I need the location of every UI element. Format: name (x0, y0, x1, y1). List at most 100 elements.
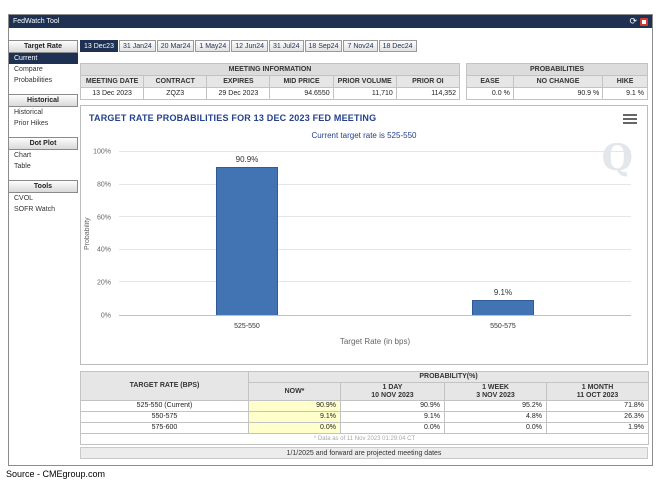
gridline-20 (119, 281, 631, 283)
value-cell: 9.1% (248, 411, 341, 423)
bar-value-label-550-575: 9.1% (493, 288, 513, 298)
value-cell: 95.2% (444, 400, 547, 412)
prob-cell-no-change: 90.9 % (512, 87, 604, 100)
x-axis-title: Target Rate (in bps) (339, 337, 411, 346)
tab-13-dec23[interactable]: 13 Dec23 (80, 40, 118, 52)
content-row: Target Rate Current Compare Probabilities Hi… (9, 28, 652, 465)
history-row-550-575: 550-575 9.1% 9.1% 4.8% 26.3% (80, 411, 650, 423)
sidebar: Target Rate Current Compare Probabilities Hi… (9, 28, 78, 465)
titlebar-icons: ⟳ (629, 17, 648, 26)
meeting-col-prior-oi: PRIOR OI (395, 75, 461, 88)
source-caption: Source - CMEgroup.com (6, 469, 106, 479)
x-tick-525-550: 525-550 (234, 323, 260, 330)
meeting-information-data-row: 13 Dec 2023 ZQZ3 29 Dec 2023 94.6550 11,710 1… (79, 87, 461, 100)
y-tick-label-0: 0% (100, 312, 111, 320)
meeting-information-table: MEETING INFORMATION MEETING DATE CONTRACT… (79, 63, 461, 100)
history-column-header-row: NOW* 1 DAY 10 NOV 2023 1 WEEK 3 NOV 2023 1 … (81, 382, 650, 401)
tab-12-jun24[interactable]: 12 Jun24 (231, 40, 269, 52)
x-tick-550-575: 550-575 (490, 323, 516, 330)
bar-550-575[interactable] (472, 300, 534, 315)
meeting-cell-expires: 29 Dec 2023 (206, 87, 271, 100)
meeting-information-title: MEETING INFORMATION (80, 63, 460, 76)
value-cell: 71.8% (545, 400, 650, 412)
bar-band-525-550: 90.9% (119, 152, 375, 315)
y-tick-label-40: 40% (96, 246, 111, 254)
meeting-col-mid-price: MID PRICE (269, 75, 334, 88)
probabilities-header-row: EASE NO CHANGE HIKE (466, 75, 648, 88)
tab-1-may24[interactable]: 1 May24 (195, 40, 231, 52)
value-cell: 1.9% (545, 422, 650, 434)
chart-subtitle: Current target rate is 525-550 (311, 131, 417, 140)
probabilities-summary-table: PROBABILITIES EASE NO CHANGE HIKE 0.0 % 90.… (466, 63, 648, 100)
chart-panel: TARGET RATE PROBABILITIES FOR 13 DEC 202… (80, 105, 648, 365)
x-axis-ticks: 525-550 550-575 (119, 323, 631, 330)
bar-band-550-575: 9.1% (375, 152, 631, 315)
prob-col-ease: EASE (466, 75, 514, 88)
close-icon[interactable] (640, 17, 648, 26)
footnote-row: * Data as of 11 Nov 2023 01:29:04 CT (79, 433, 650, 445)
history-group-header-row: TARGET RATE (BPS) PROBABILITY(%) (80, 371, 650, 401)
sidebar-item-sofr-watch[interactable]: SOFR Watch (14, 206, 55, 213)
meeting-col-contract: CONTRACT (143, 75, 208, 88)
sidebar-section-dot-plot[interactable]: Dot Plot (9, 137, 78, 150)
sidebar-item-table[interactable]: Table (14, 163, 31, 170)
projected-dates-note: 1/1/2025 and forward are projected meeti… (80, 447, 648, 459)
tab-31-jan24[interactable]: 31 Jan24 (118, 40, 156, 52)
history-col-1-month: 1 MONTH 11 OCT 2023 (545, 382, 650, 401)
tab-20-mar24[interactable]: 20 Mar24 (156, 40, 195, 52)
meeting-cell-meeting-date: 13 Dec 2023 (79, 87, 145, 100)
tab-7-nov24[interactable]: 7 Nov24 (343, 40, 378, 52)
target-rate-bps-header: TARGET RATE (BPS) (80, 371, 249, 401)
chart-title: TARGET RATE PROBABILITIES FOR 13 DEC 202… (89, 113, 377, 123)
main-area: 13 Dec23 31 Jan24 20 Mar24 1 May24 12 Jun24 3… (78, 28, 652, 465)
sidebar-item-historical[interactable]: Historical (14, 109, 43, 116)
meeting-col-expires: EXPIRES (206, 75, 271, 88)
y-tick-label-100: 100% (93, 148, 111, 156)
chart-menu-icon[interactable] (623, 114, 637, 126)
sidebar-item-current[interactable]: Current (9, 53, 78, 64)
window-title: FedWatch Tool (13, 18, 60, 25)
data-asof-footnote: * Data as of 11 Nov 2023 01:29:04 CT (79, 433, 650, 445)
titlebar: FedWatch Tool ⟳ (9, 15, 652, 28)
value-cell: 9.1% (340, 411, 445, 423)
meeting-cell-prior-volume: 11,710 (332, 87, 397, 100)
value-cell: 0.0% (444, 422, 547, 434)
value-cell: 4.8% (444, 411, 547, 423)
tab-31-jul24[interactable]: 31 Jul24 (269, 40, 304, 52)
prob-cell-hike: 9.1 % (602, 87, 648, 100)
gridline-60 (119, 216, 631, 218)
history-row-525-550-current: 525-550 (Current) 90.9% 90.9% 95.2% 71.8% (80, 400, 650, 412)
probability-history-table: TARGET RATE (BPS) PROBABILITY(%) NOW* 1 D… (79, 371, 650, 445)
prob-col-hike: HIKE (602, 75, 648, 88)
sidebar-item-prior-hikes[interactable]: Prior Hikes (14, 120, 49, 127)
gridline-100 (119, 151, 631, 152)
sidebar-section-tools[interactable]: Tools (9, 180, 78, 193)
y-tick-label-20: 20% (96, 279, 111, 287)
probability-group-header: PROBABILITY(%) (247, 371, 650, 383)
tab-18-sep24[interactable]: 18 Sep24 (304, 40, 343, 52)
sidebar-section-target-rate[interactable]: Target Rate (9, 40, 78, 53)
prob-cell-ease: 0.0 % (466, 87, 514, 100)
tab-18-dec24[interactable]: 18 Dec24 (378, 40, 417, 52)
meeting-col-meeting-date: MEETING DATE (79, 75, 145, 88)
bar-value-label-525-550: 90.9% (235, 154, 259, 164)
gridlines-layer (119, 151, 631, 315)
rate-cell-550-575: 550-575 (80, 411, 249, 423)
plot-area: 90.9% 9.1% (119, 151, 631, 316)
bar-525-550[interactable] (216, 166, 278, 315)
sidebar-item-cvol[interactable]: CVOL (14, 195, 34, 202)
meeting-cell-contract: ZQZ3 (143, 87, 208, 100)
meeting-information-title-row: MEETING INFORMATION (80, 63, 460, 76)
history-col-1-week: 1 WEEK 3 NOV 2023 (444, 382, 547, 401)
sidebar-item-chart[interactable]: Chart (14, 152, 32, 159)
history-col-now: NOW* (248, 382, 341, 401)
refresh-icon[interactable]: ⟳ (629, 16, 637, 26)
watermark-logo: Q (601, 137, 633, 179)
sidebar-item-compare[interactable]: Compare (14, 66, 43, 73)
meeting-information-header-row: MEETING DATE CONTRACT EXPIRES MID PRICE PRIO… (79, 75, 461, 88)
meeting-date-tabs: 13 Dec23 31 Jan24 20 Mar24 1 May24 12 Jun24 3… (80, 40, 648, 52)
bars-layer: 90.9% 9.1% (119, 152, 631, 315)
sidebar-section-historical[interactable]: Historical (9, 94, 78, 107)
meeting-cell-prior-oi: 114,352 (395, 87, 461, 100)
sidebar-item-probabilities[interactable]: Probabilities (14, 77, 53, 84)
